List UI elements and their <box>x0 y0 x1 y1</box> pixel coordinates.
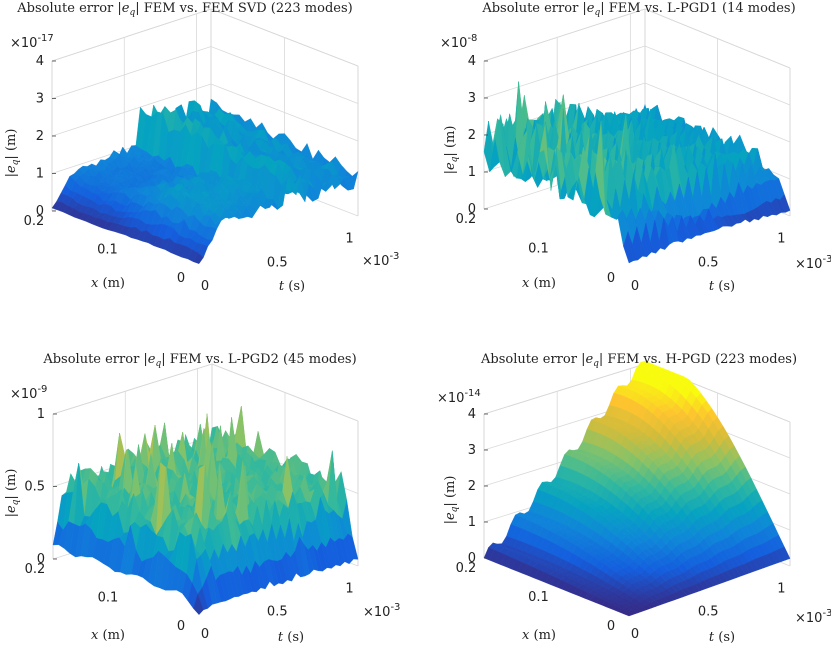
z-tick-label: 4 <box>36 54 44 69</box>
x-axis-label: x (m) <box>522 276 556 291</box>
t-multiplier: ×10-3 <box>362 251 399 269</box>
t-tick-label: 0 <box>201 279 209 294</box>
x-tick-label: 0.1 <box>528 590 549 605</box>
z-axis-label: |eq| (m) <box>443 476 460 525</box>
box-top-edge <box>51 8 359 67</box>
z-multiplier: ×10-8 <box>440 33 477 51</box>
x-tick-label: 0 <box>177 619 185 634</box>
error-surface <box>52 405 359 615</box>
chart-title: Absolute error |eq| FEM vs. FEM SVD (223… <box>16 1 352 18</box>
x-tick-label: 0.1 <box>98 591 119 606</box>
x-tick-label: 0.2 <box>456 212 477 227</box>
z-gridline <box>483 8 791 69</box>
surface-patch <box>193 252 204 264</box>
surface-patch <box>622 611 635 617</box>
x-axis-label: x (m) <box>91 628 125 643</box>
x-tick-label: 0 <box>177 271 185 286</box>
t-multiplier: ×10-3 <box>795 608 831 626</box>
t-tick-label: 1 <box>777 582 785 597</box>
z-gridline <box>51 8 359 67</box>
box-top-edge <box>483 8 791 69</box>
chart-title: Absolute error |eq| FEM vs. H-PGD (223 m… <box>480 352 797 369</box>
z-multiplier: ×10-14 <box>437 388 481 406</box>
z-tick-label: 3 <box>468 91 476 106</box>
t-tick-label: 0.5 <box>698 604 719 619</box>
t-axis-label: t (s) <box>279 279 305 294</box>
z-axis-label: |eq| (m) <box>4 129 21 178</box>
box-top-edge <box>52 363 359 422</box>
t-multiplier: ×10-3 <box>795 254 831 272</box>
z-multiplier: ×10-17 <box>10 33 54 51</box>
x-tick-label: 0.2 <box>25 562 46 577</box>
z-axis-label: |eq| (m) <box>4 469 21 518</box>
t-tick-label: 0.5 <box>267 604 288 619</box>
z-tick-label: 4 <box>468 407 476 422</box>
z-gridline <box>52 363 359 422</box>
z-tick-label: 4 <box>468 54 476 69</box>
t-tick-label: 1 <box>345 232 353 247</box>
z-tick-label: 2 <box>468 479 476 494</box>
surface-patch <box>193 593 204 615</box>
x-tick-label: 0.1 <box>528 242 549 257</box>
x-tick-label: 0.1 <box>97 243 118 258</box>
z-gridline <box>51 46 359 104</box>
error-surface <box>483 360 791 617</box>
z-gridline <box>483 45 791 106</box>
error-surface <box>51 98 359 264</box>
axes-box <box>483 8 791 217</box>
z-tick-label: 1 <box>468 165 476 180</box>
error-surface <box>483 81 791 264</box>
z-tick-label: 0 <box>468 551 476 566</box>
x-tick-label: 0 <box>607 619 615 634</box>
x-tick-label: 0.2 <box>456 561 477 576</box>
x-axis-label: x (m) <box>522 628 556 643</box>
z-tick-label: 0 <box>36 204 44 219</box>
t-tick-label: 1 <box>777 232 785 247</box>
z-tick-label: 0 <box>468 202 476 217</box>
surface-patch <box>623 231 634 264</box>
chart-title: Absolute error |eq| FEM vs. L-PGD1 (14 m… <box>481 1 795 18</box>
t-axis-label: t (s) <box>709 279 735 294</box>
x-tick-label: 0.2 <box>24 214 45 229</box>
t-tick-label: 0.5 <box>267 255 288 270</box>
t-axis-label: t (s) <box>278 630 304 645</box>
t-tick-label: 0 <box>201 627 209 642</box>
t-multiplier: ×10-3 <box>363 602 400 620</box>
x-tick-label: 0 <box>607 271 615 286</box>
z-tick-label: 1 <box>36 167 44 182</box>
z-tick-label: 1 <box>37 407 45 422</box>
z-tick-label: 2 <box>36 129 44 144</box>
t-tick-label: 0.5 <box>698 255 719 270</box>
z-tick-label: 1 <box>468 515 476 530</box>
z-tick-label: 3 <box>36 92 44 107</box>
z-tick-label: 0 <box>37 552 45 567</box>
z-multiplier: ×10-9 <box>10 384 47 402</box>
t-axis-label: t (s) <box>709 630 735 645</box>
z-tick-label: 2 <box>468 128 476 143</box>
t-tick-label: 0 <box>631 627 639 642</box>
z-axis-label: |eq| (m) <box>443 126 460 175</box>
chart-title: Absolute error |eq| FEM vs. L-PGD2 (45 m… <box>42 352 356 369</box>
x-axis-label: x (m) <box>91 276 125 291</box>
t-tick-label: 1 <box>345 582 353 597</box>
z-tick-label: 0.5 <box>24 480 45 495</box>
z-tick-label: 3 <box>468 443 476 458</box>
t-tick-label: 0 <box>631 279 639 294</box>
